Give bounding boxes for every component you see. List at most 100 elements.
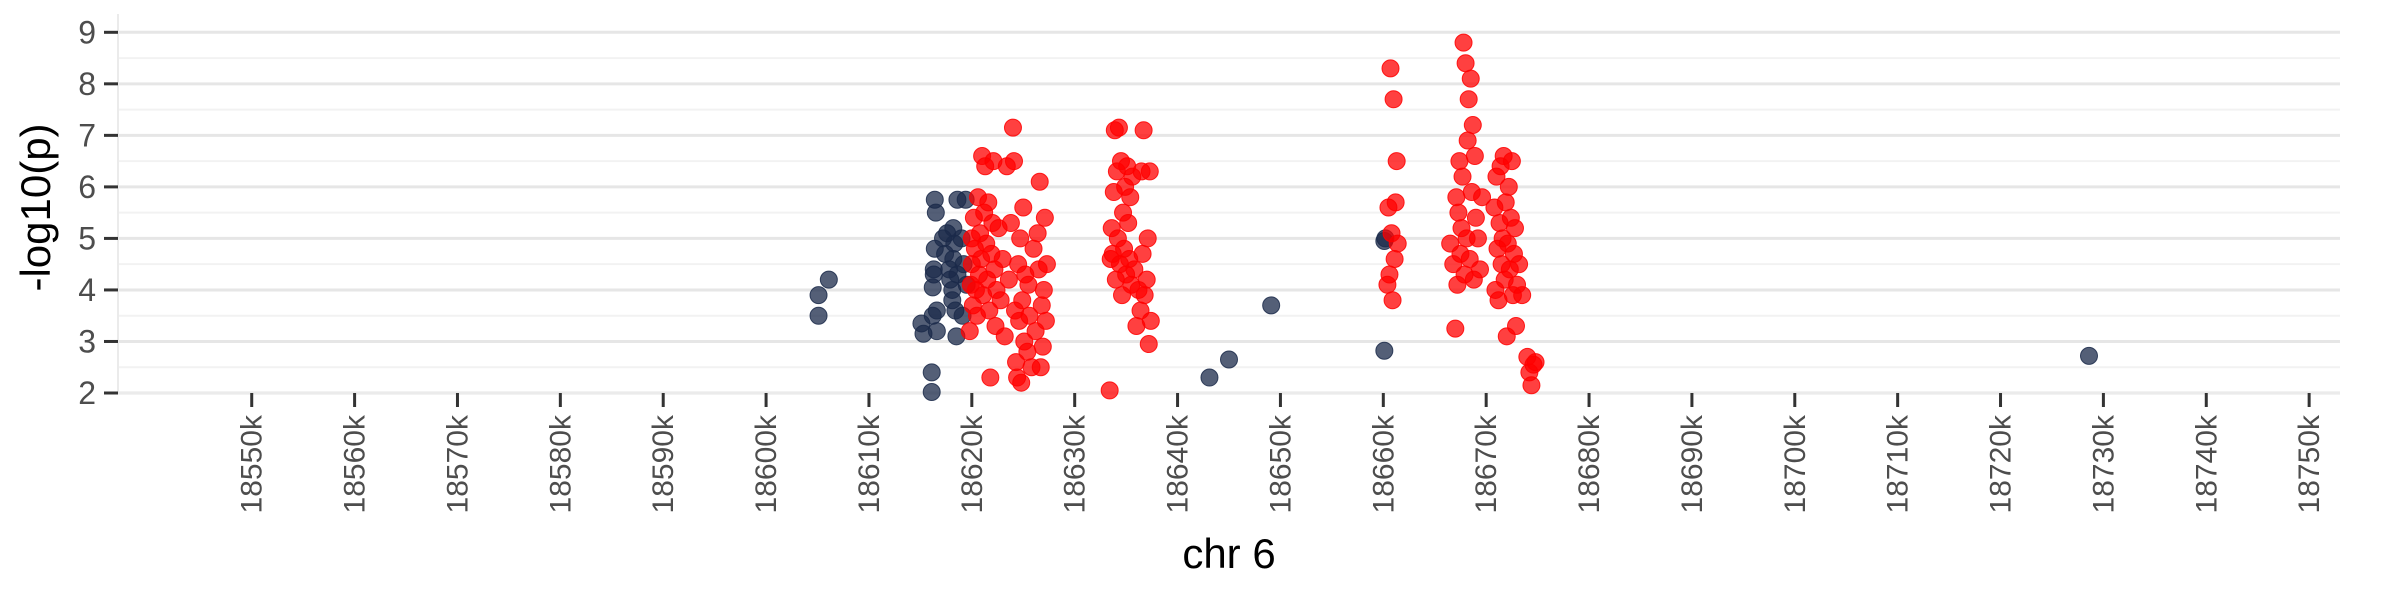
y-tick-label: 3 [78, 323, 96, 359]
x-tick-label: 18660k [1367, 414, 1400, 513]
data-point-red [1020, 306, 1039, 325]
data-point-red [1012, 373, 1031, 392]
data-point-red [1385, 250, 1404, 269]
data-point-red [1463, 116, 1482, 135]
x-tick-label: 18720k [1985, 414, 2018, 513]
data-point-dark [922, 363, 941, 382]
x-tick-label: 18630k [1059, 414, 1092, 513]
x-tick-label: 18690k [1676, 414, 1709, 513]
data-point-red [993, 250, 1012, 269]
data-point-red [1028, 224, 1047, 243]
data-point-red [1003, 118, 1022, 137]
x-tick-label: 18570k [441, 414, 474, 513]
x-tick-label: 18550k [236, 414, 269, 513]
data-point-red [1461, 69, 1480, 88]
data-point-red [1036, 311, 1055, 330]
data-point-red [1031, 358, 1050, 377]
x-tick-label: 18750k [2293, 414, 2326, 513]
data-point-red [1135, 286, 1154, 305]
y-tick-label: 9 [78, 14, 96, 50]
data-point-red [1456, 54, 1475, 73]
data-point-red [1134, 121, 1153, 140]
data-point-dark [922, 382, 941, 401]
data-point-red [1032, 296, 1051, 315]
data-point-red [1019, 275, 1038, 294]
data-point-red [980, 301, 999, 320]
data-point-red [1526, 353, 1545, 372]
data-point-red [1507, 317, 1526, 336]
data-point-red [1458, 131, 1477, 150]
x-tick-label: 18590k [647, 414, 680, 513]
data-point-red [1011, 229, 1030, 248]
data-point-dark [924, 260, 943, 279]
data-point-red [1446, 319, 1465, 338]
data-point-dark [809, 306, 828, 325]
x-tick-label: 18560k [339, 414, 372, 513]
data-point-red [1510, 255, 1529, 274]
data-point-red [1013, 291, 1032, 310]
data-point-red [1459, 90, 1478, 109]
y-tick-label: 6 [78, 169, 96, 205]
y-tick-label: 5 [78, 220, 96, 256]
data-point-red [1466, 208, 1485, 227]
data-point-red [1121, 188, 1140, 207]
x-tick-label: 18580k [544, 414, 577, 513]
data-point-red [1502, 152, 1521, 171]
data-point-red [1465, 146, 1484, 165]
data-point-dark [2079, 346, 2098, 365]
x-tick-label: 18610k [853, 414, 886, 513]
data-point-red [1468, 229, 1487, 248]
x-tick-label: 18640k [1162, 414, 1195, 513]
data-point-dark [1200, 368, 1219, 387]
data-point-dark [1220, 350, 1238, 369]
data-point-red [1513, 286, 1532, 305]
data-point-red [979, 193, 998, 212]
x-tick-label: 18680k [1573, 414, 1606, 513]
data-point-red [1141, 311, 1160, 330]
data-point-red [1386, 193, 1405, 212]
data-point-red [1384, 90, 1403, 109]
data-point-red [981, 368, 1000, 387]
data-point-red [1450, 152, 1469, 171]
data-point-red [1030, 172, 1049, 191]
data-point-red [1471, 260, 1490, 279]
x-axis-title: chr 6 [1182, 530, 1275, 577]
data-point-red [1388, 234, 1407, 253]
data-point-red [1024, 239, 1043, 258]
data-point-red [1139, 335, 1158, 354]
x-tick-label: 18650k [1264, 414, 1297, 513]
data-point-dark [809, 286, 828, 305]
data-point-red [1034, 280, 1053, 299]
data-point-red [1499, 177, 1518, 196]
data-point-dark [927, 301, 946, 320]
data-point-red [1001, 213, 1020, 232]
data-point-red [1449, 203, 1468, 222]
y-tick-label: 2 [78, 375, 96, 411]
data-point-red [1138, 229, 1157, 248]
data-point-red [1037, 255, 1056, 274]
y-tick-label: 4 [78, 272, 96, 308]
data-point-red [1522, 376, 1541, 395]
data-point-red [1119, 213, 1138, 232]
data-point-red [1033, 337, 1052, 356]
data-point-red [960, 322, 979, 341]
data-point-red [1133, 244, 1152, 263]
data-point-red [1035, 208, 1054, 227]
y-tick-label: 8 [78, 66, 96, 102]
data-point-red [1453, 167, 1472, 186]
data-point-red [1014, 198, 1033, 217]
data-point-dark [1262, 296, 1281, 315]
data-points [809, 33, 2098, 401]
axes: 2 3 4 5 6 7 8 9 18550k 18560k 18570k 18580k 18590k 18… [78, 14, 2340, 513]
data-point-red [1100, 381, 1119, 400]
x-tick-label: 18740k [2190, 414, 2223, 513]
data-point-dark [927, 322, 946, 341]
data-point-red [1109, 118, 1128, 137]
y-axis-title: -log10(p) [12, 123, 59, 291]
data-point-dark [1375, 341, 1394, 360]
data-point-red [1473, 188, 1492, 207]
data-point-red [1505, 219, 1524, 238]
data-point-red [995, 327, 1014, 346]
data-point-red [1380, 265, 1399, 284]
